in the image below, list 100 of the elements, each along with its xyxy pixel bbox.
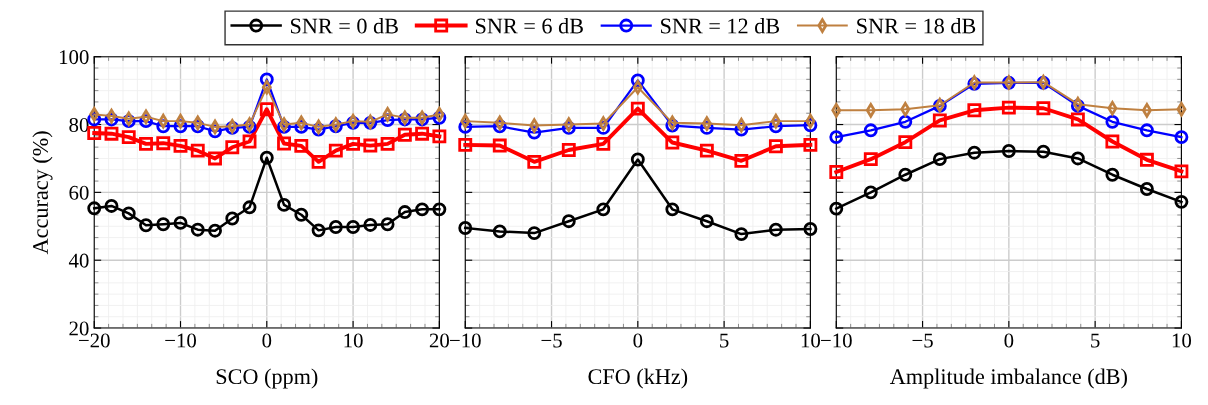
point <box>898 135 913 150</box>
x-tick-label: 10 <box>344 333 363 348</box>
point <box>382 107 393 122</box>
point <box>734 153 749 168</box>
point <box>380 217 395 232</box>
point <box>415 202 430 217</box>
point <box>311 223 326 238</box>
point <box>87 201 102 216</box>
point <box>1070 151 1085 166</box>
x-tick-label: −5 <box>541 333 562 348</box>
point <box>967 145 982 160</box>
x-axis-title: SCO (ppm) <box>216 368 318 389</box>
point <box>1141 103 1152 118</box>
point <box>208 151 222 166</box>
point <box>89 107 100 122</box>
point <box>104 126 119 141</box>
point <box>415 126 430 141</box>
point <box>1174 164 1189 179</box>
point <box>225 211 240 226</box>
point <box>139 218 153 233</box>
point <box>598 116 609 131</box>
point <box>701 116 712 131</box>
legend-label: SNR = 6 dB <box>476 17 583 34</box>
x-tick-label: 0 <box>1004 333 1014 348</box>
point <box>397 205 412 219</box>
point <box>1070 112 1085 127</box>
point <box>734 227 749 242</box>
point <box>863 123 878 138</box>
point <box>768 139 783 154</box>
point <box>1036 144 1051 159</box>
point <box>432 202 447 217</box>
point <box>527 226 542 241</box>
point <box>432 129 447 144</box>
point <box>259 102 274 117</box>
x-axis-title: CFO (kHz) <box>588 368 688 389</box>
point <box>1174 130 1189 145</box>
x-axis-title: Amplitude imbalance (dB) <box>889 368 1127 389</box>
point <box>121 130 136 145</box>
point <box>768 222 783 237</box>
point <box>1001 144 1016 158</box>
point <box>156 136 171 151</box>
x-tick-label: 5 <box>1091 333 1100 348</box>
y-axis-title: Accuracy (%) <box>32 131 53 255</box>
legend-label: SNR = 0 dB <box>290 17 398 34</box>
point <box>527 154 542 169</box>
point <box>898 114 913 129</box>
point <box>87 126 102 140</box>
x-tick-label: 10 <box>801 333 821 348</box>
point <box>173 215 188 230</box>
point <box>932 113 947 128</box>
point <box>1105 114 1120 129</box>
point <box>829 130 844 145</box>
point <box>1036 101 1051 116</box>
point <box>156 217 171 232</box>
x-tick-label: −10 <box>821 333 852 348</box>
point <box>492 138 507 153</box>
point <box>104 199 119 213</box>
point <box>529 118 540 133</box>
point <box>561 143 576 157</box>
point <box>1139 152 1154 167</box>
point <box>831 103 842 118</box>
point <box>967 103 982 118</box>
point <box>596 136 611 151</box>
y-tick-label: 40 <box>68 253 89 268</box>
point <box>699 143 714 158</box>
point <box>225 140 240 155</box>
point <box>699 214 714 229</box>
point <box>363 138 378 153</box>
point <box>380 136 395 151</box>
point <box>1139 182 1154 196</box>
point <box>863 152 878 167</box>
x-tick-label: −10 <box>450 333 481 348</box>
x-tick-label: 0 <box>633 333 643 348</box>
point <box>492 224 507 239</box>
x-tick-label: −5 <box>912 333 933 348</box>
point <box>863 185 878 200</box>
point <box>1105 134 1120 149</box>
point <box>346 136 361 151</box>
legend-label: SNR = 12 dB <box>661 17 780 34</box>
point <box>829 165 844 179</box>
point <box>328 220 343 234</box>
point <box>803 222 818 236</box>
point <box>665 202 680 217</box>
point <box>294 138 309 153</box>
x-tick-label: 5 <box>720 333 729 348</box>
point <box>1105 167 1120 182</box>
point <box>363 217 378 232</box>
point <box>932 152 947 167</box>
point <box>803 137 818 152</box>
point <box>630 152 645 167</box>
point <box>121 206 136 221</box>
x-tick-label: 0 <box>262 333 272 348</box>
x-tick-label: 10 <box>1172 333 1192 348</box>
y-tick-label: 80 <box>69 117 89 132</box>
point <box>173 138 188 153</box>
point <box>208 223 222 238</box>
point <box>1001 100 1016 115</box>
point <box>328 143 343 158</box>
x-tick-label: −10 <box>165 333 197 348</box>
point <box>1139 123 1154 138</box>
